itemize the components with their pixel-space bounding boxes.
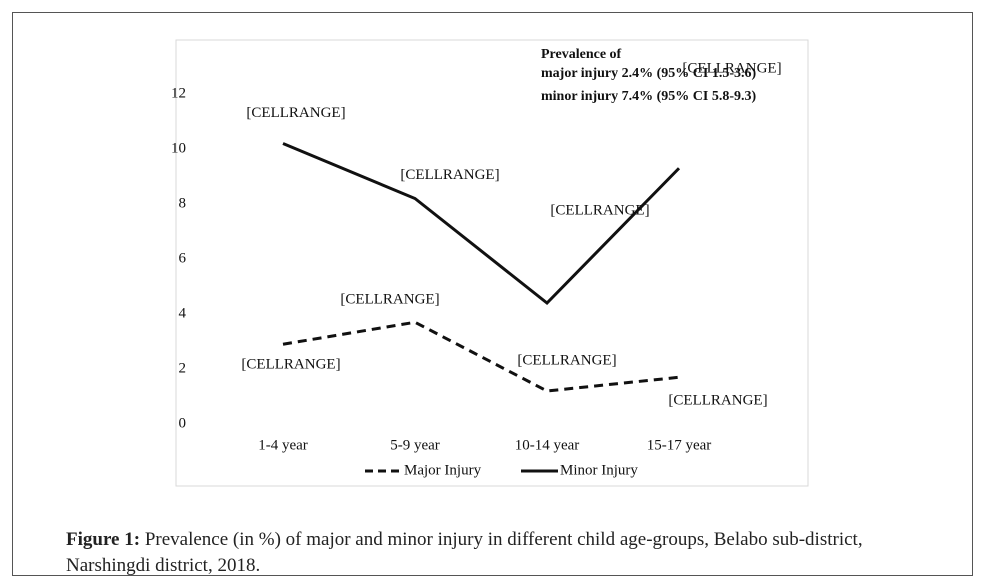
data-label: [CELLRANGE] — [668, 393, 767, 409]
caption-label: Figure 1: — [66, 529, 141, 550]
y-tick-label: 10 — [171, 140, 186, 156]
data-label: [CELLRANGE] — [682, 61, 781, 77]
caption: Figure 1: Prevalence (in %) of major and… — [66, 527, 946, 579]
figure-border — [12, 12, 973, 576]
x-tick-label: 1-4 year — [258, 437, 308, 453]
y-tick-label: 2 — [179, 360, 187, 376]
legend-label: Major Injury — [404, 462, 482, 478]
y-tick-label: 8 — [179, 195, 187, 211]
y-tick-label: 12 — [171, 85, 186, 101]
series-line — [282, 320, 680, 393]
plot-frame — [175, 39, 809, 487]
data-label: [CELLRANGE] — [241, 357, 340, 373]
data-label: [CELLRANGE] — [340, 292, 439, 308]
legend-label: Minor Injury — [560, 462, 638, 478]
caption-text: Prevalence (in %) of major and minor inj… — [66, 529, 863, 576]
x-tick-label: 5-9 year — [390, 437, 440, 453]
data-label: [CELLRANGE] — [550, 202, 649, 218]
annotation: major injury 2.4% (95% CI 1.5-3.6) — [541, 66, 757, 81]
x-tick-label: 10-14 year — [515, 437, 580, 453]
data-label: [CELLRANGE] — [517, 352, 616, 368]
y-tick-label: 0 — [179, 415, 187, 431]
data-label: [CELLRANGE] — [246, 105, 345, 121]
series-line — [282, 142, 681, 306]
annotation: minor injury 7.4% (95% CI 5.8-9.3) — [541, 89, 757, 104]
y-tick-label: 6 — [179, 250, 187, 266]
x-tick-label: 15-17 year — [647, 437, 712, 453]
data-label: [CELLRANGE] — [400, 167, 499, 183]
annotation: Prevalence of — [541, 47, 622, 62]
y-tick-label: 4 — [179, 305, 187, 321]
